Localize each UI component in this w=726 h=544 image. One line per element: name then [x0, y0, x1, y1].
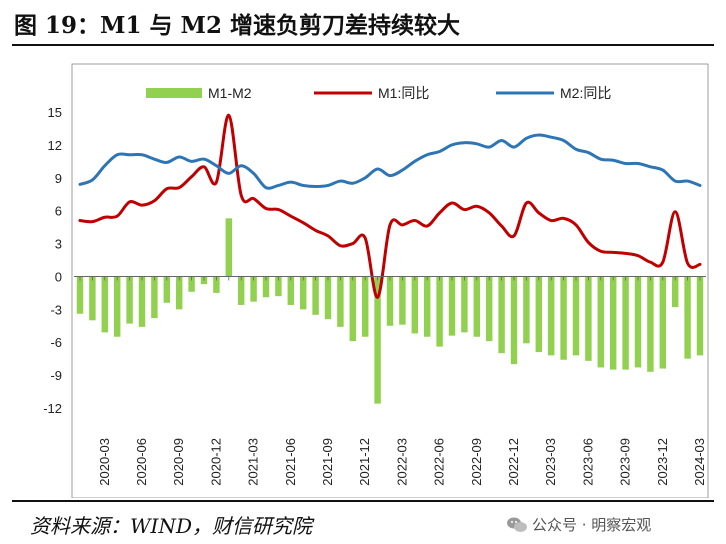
- bar-m1-m2: [609, 276, 617, 370]
- x-tick-label: 2021-12: [357, 438, 372, 486]
- bar-m1-m2: [448, 276, 456, 336]
- bar-m1-m2: [89, 276, 96, 321]
- bar-m1-m2: [237, 276, 245, 305]
- bar-m1-m2: [324, 276, 332, 320]
- x-tick-label: 2023-03: [543, 438, 558, 486]
- bar-m1-m2: [423, 276, 431, 337]
- y-tick-label: 0: [55, 269, 62, 284]
- title-divider: [12, 44, 714, 46]
- bar-m1-m2: [175, 276, 183, 310]
- page-title: 图 19：M1 与 M2 增速负剪刀差持续较大: [14, 12, 460, 39]
- bar-m1-m2: [262, 276, 270, 298]
- y-tick-label: -3: [50, 302, 62, 317]
- bar-m1-m2: [411, 276, 419, 334]
- bar-m1-m2: [473, 276, 481, 337]
- bar-m1-m2: [275, 276, 282, 297]
- bar-m1-m2: [138, 276, 146, 327]
- bar-m1-m2: [671, 276, 679, 308]
- bar-m1-m2: [585, 276, 592, 361]
- bar-m1-m2: [510, 276, 518, 365]
- y-tick-label: -12: [43, 401, 62, 416]
- bar-m1-m2: [188, 276, 195, 292]
- bar-m1-m2: [113, 276, 121, 337]
- x-tick-label: 2020-09: [171, 438, 186, 486]
- y-tick-label: 6: [55, 204, 62, 219]
- bar-m1-m2: [547, 276, 555, 356]
- x-tick-label: 2023-09: [618, 438, 633, 486]
- wechat-icon: [507, 517, 527, 532]
- bar-m1-m2: [337, 276, 344, 327]
- x-tick-label: 2022-12: [506, 438, 521, 486]
- bar-m1-m2: [101, 276, 109, 333]
- bar-m1-m2: [225, 218, 233, 277]
- y-tick-label: 9: [55, 171, 62, 186]
- line-m2-yoy: [78, 133, 702, 190]
- bar-m1-m2: [647, 276, 654, 372]
- bar-m1-m2: [374, 276, 381, 404]
- legend-label-m1-m2: M1-M2: [208, 85, 252, 101]
- bar-m1-m2: [461, 276, 468, 333]
- x-tick-label: 2022-03: [394, 438, 409, 486]
- bar-m1-m2: [560, 276, 567, 360]
- bar-m1-m2: [126, 276, 133, 324]
- bar-m1-m2: [622, 276, 629, 370]
- bar-m1-m2: [634, 276, 642, 368]
- bar-m1-m2: [312, 276, 319, 315]
- y-tick-label: 12: [48, 138, 62, 153]
- bar-m1-m2: [684, 276, 691, 359]
- y-tick-label: -6: [50, 335, 62, 350]
- legend-label-m2: M2:同比: [560, 85, 611, 101]
- bar-m1-m2: [361, 276, 369, 337]
- plot-frame: [71, 63, 709, 498]
- line-m1-yoy: [78, 113, 702, 299]
- bar-m1-m2: [535, 276, 543, 353]
- bar-m1-m2: [299, 276, 307, 310]
- bar-m1-m2: [572, 276, 580, 356]
- bar-m1-m2: [485, 276, 493, 342]
- bar-m1-m2: [498, 276, 505, 354]
- bar-m1-m2: [76, 276, 84, 314]
- bar-m1-m2: [151, 276, 158, 319]
- bar-m1-m2: [436, 276, 443, 347]
- watermark-text: 公众号 · 明察宏观: [532, 516, 652, 534]
- legend-label-m1: M1:同比: [378, 85, 429, 101]
- x-tick-label: 2023-12: [655, 438, 670, 486]
- chart: 15 12 9 6 3 0 -3 -6 -9 -12 2020-03 2020-06 2020-09 2…: [43, 63, 709, 498]
- bar-m1-m2: [287, 276, 295, 305]
- y-tick-label: 15: [48, 105, 62, 120]
- x-tick-label: 2021-03: [246, 438, 261, 486]
- y-tick-label: -9: [50, 368, 62, 383]
- footer-divider: [12, 500, 714, 502]
- source-note: 资料来源：WIND，财信研究院: [30, 514, 312, 538]
- watermark: 公众号 · 明察宏观: [506, 514, 651, 535]
- x-tick-label: 2020-06: [134, 438, 149, 486]
- x-tick-label: 2023-06: [580, 438, 595, 486]
- x-tick-label: 2021-09: [320, 438, 335, 486]
- bar-m1-m2: [349, 276, 357, 342]
- legend-swatch-m1-m2: [146, 88, 202, 98]
- bar-m1-m2: [213, 276, 220, 293]
- bar-m1-m2: [386, 276, 394, 326]
- bar-m1-m2: [659, 276, 667, 369]
- x-tick-label: 2021-06: [283, 438, 298, 486]
- bar-m1-m2: [250, 276, 257, 302]
- bar-m1-m2: [523, 276, 530, 344]
- bar-m1-m2: [399, 276, 406, 325]
- bar-m1-m2: [696, 276, 704, 356]
- x-tick-label: 2022-09: [469, 438, 484, 486]
- x-tick-label: 2020-12: [208, 438, 223, 486]
- bar-m1-m2: [163, 276, 171, 303]
- x-tick-label: 2020-03: [97, 438, 112, 486]
- x-tick-label: 2024-03: [692, 438, 707, 486]
- y-tick-label: 3: [55, 237, 62, 252]
- bar-m1-m2: [597, 276, 605, 368]
- x-tick-label: 2022-06: [432, 438, 447, 486]
